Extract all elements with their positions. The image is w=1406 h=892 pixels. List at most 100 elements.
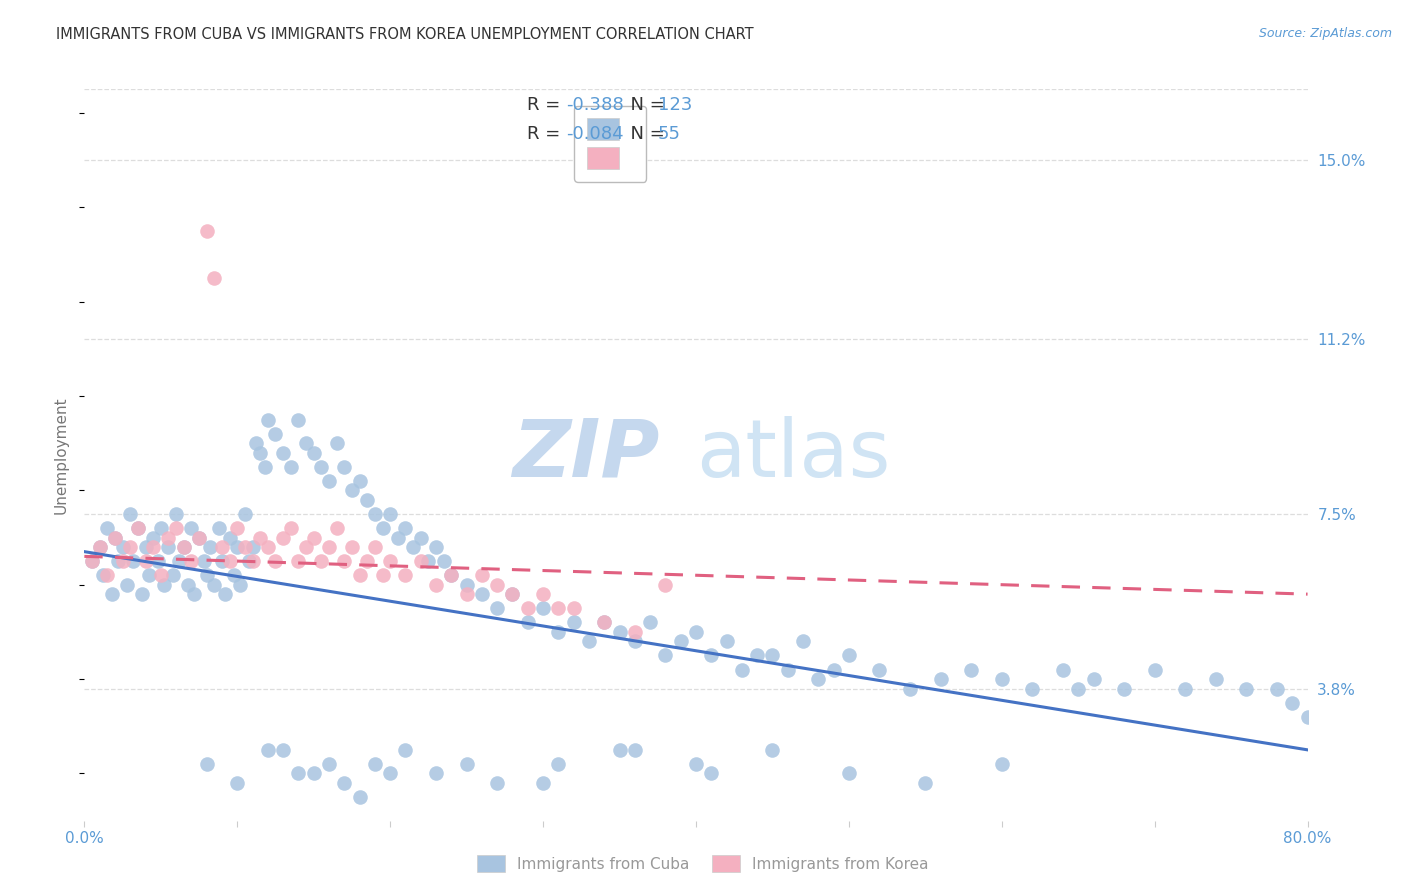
Point xyxy=(115,577,138,591)
Point xyxy=(516,615,538,630)
Point xyxy=(440,568,463,582)
Point xyxy=(531,601,554,615)
Point xyxy=(418,554,440,568)
Point xyxy=(211,540,233,554)
Point xyxy=(101,587,124,601)
Point xyxy=(226,521,249,535)
Legend: , : , xyxy=(574,105,647,182)
Point xyxy=(333,459,356,474)
Point xyxy=(325,521,347,535)
Point xyxy=(162,568,184,582)
Point xyxy=(340,483,363,498)
Point xyxy=(716,634,738,648)
Point xyxy=(325,436,347,450)
Point xyxy=(624,634,647,648)
Point xyxy=(183,587,205,601)
Text: -0.084: -0.084 xyxy=(567,125,624,143)
Text: IMMIGRANTS FROM CUBA VS IMMIGRANTS FROM KOREA UNEMPLOYMENT CORRELATION CHART: IMMIGRANTS FROM CUBA VS IMMIGRANTS FROM … xyxy=(56,27,754,42)
Point xyxy=(593,615,616,630)
Point xyxy=(823,663,845,677)
Point xyxy=(364,507,387,521)
Point xyxy=(356,554,378,568)
Point xyxy=(214,587,236,601)
Point xyxy=(1236,681,1258,696)
Point xyxy=(1083,672,1105,686)
Point xyxy=(280,521,302,535)
Point xyxy=(146,554,169,568)
Point xyxy=(120,540,142,554)
Point xyxy=(271,743,294,757)
Text: N =: N = xyxy=(619,96,671,114)
Point xyxy=(914,776,936,790)
Point xyxy=(761,648,783,663)
Point xyxy=(654,648,676,663)
Point xyxy=(280,459,302,474)
Point xyxy=(180,554,202,568)
Point xyxy=(245,436,267,450)
Point xyxy=(142,531,165,545)
Point xyxy=(1205,672,1227,686)
Point xyxy=(869,663,891,677)
Point xyxy=(838,766,860,780)
Point xyxy=(127,521,149,535)
Point xyxy=(96,568,118,582)
Point xyxy=(226,776,249,790)
Point xyxy=(188,531,211,545)
Point xyxy=(562,601,585,615)
Point xyxy=(409,554,432,568)
Point xyxy=(486,601,509,615)
Point xyxy=(233,540,256,554)
Point xyxy=(264,426,287,441)
Point xyxy=(761,743,783,757)
Text: N =: N = xyxy=(619,125,671,143)
Point xyxy=(425,766,447,780)
Text: ZIP: ZIP xyxy=(512,416,659,494)
Point xyxy=(654,577,676,591)
Text: 55: 55 xyxy=(658,125,681,143)
Point xyxy=(104,531,127,545)
Point xyxy=(807,672,830,686)
Point xyxy=(1281,696,1303,710)
Point xyxy=(700,648,723,663)
Point xyxy=(502,587,524,601)
Point xyxy=(456,587,478,601)
Legend: Immigrants from Cuba, Immigrants from Korea: Immigrants from Cuba, Immigrants from Ko… xyxy=(470,847,936,880)
Point xyxy=(562,615,585,630)
Point xyxy=(229,577,252,591)
Point xyxy=(349,790,371,805)
Point xyxy=(747,648,769,663)
Point xyxy=(242,540,264,554)
Point xyxy=(638,615,661,630)
Point xyxy=(425,577,447,591)
Point xyxy=(257,540,280,554)
Point xyxy=(302,766,325,780)
Point xyxy=(157,540,180,554)
Point xyxy=(394,521,416,535)
Point xyxy=(486,776,509,790)
Point xyxy=(409,531,432,545)
Point xyxy=(202,271,225,285)
Point xyxy=(456,577,478,591)
Point xyxy=(318,757,340,772)
Point xyxy=(547,757,569,772)
Point xyxy=(157,531,180,545)
Point xyxy=(1174,681,1197,696)
Point xyxy=(180,521,202,535)
Text: atlas: atlas xyxy=(696,416,890,494)
Point xyxy=(991,672,1014,686)
Point xyxy=(371,568,394,582)
Point xyxy=(218,531,240,545)
Point xyxy=(333,776,356,790)
Point xyxy=(609,624,631,639)
Point xyxy=(111,540,134,554)
Point xyxy=(1265,681,1288,696)
Point xyxy=(318,540,340,554)
Point xyxy=(578,634,600,648)
Point xyxy=(356,492,378,507)
Point xyxy=(224,568,246,582)
Point xyxy=(226,540,249,554)
Point xyxy=(80,554,103,568)
Point xyxy=(440,568,463,582)
Point xyxy=(198,540,221,554)
Text: R =: R = xyxy=(527,96,567,114)
